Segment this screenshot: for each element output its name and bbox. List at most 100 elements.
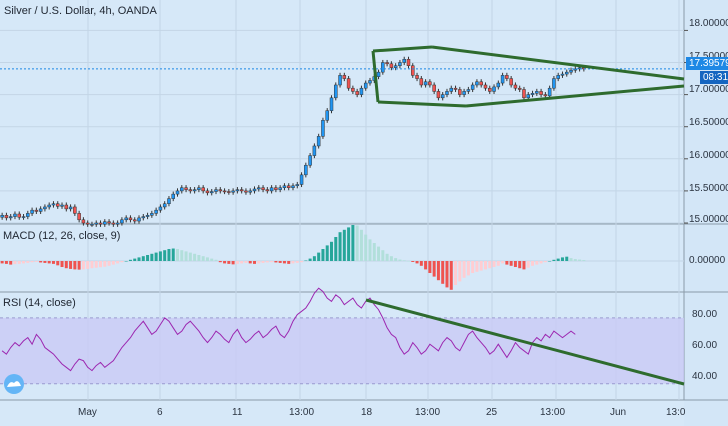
macd-bar [398, 259, 402, 261]
candle-body [43, 206, 47, 210]
macd-bar [184, 251, 188, 261]
macd-bar [248, 261, 252, 264]
candle-body [458, 89, 462, 95]
price-tick: 15.50000 [689, 183, 728, 194]
candle-body [560, 73, 565, 76]
candle-body [111, 222, 116, 225]
macd-bar [201, 256, 205, 261]
candle-body [406, 59, 411, 66]
candle-body [466, 89, 471, 92]
rsi-trendline [365, 298, 685, 386]
macd-bar [560, 257, 564, 261]
macd-bar [338, 232, 342, 261]
candle-body [355, 91, 359, 95]
macd-bar [556, 258, 560, 261]
candle-body [38, 208, 43, 212]
macd-bar [99, 261, 103, 268]
macd-bar [30, 261, 34, 263]
macd-bar [188, 252, 192, 261]
macd-bar [436, 261, 440, 281]
candle-body [21, 216, 26, 218]
macd-bar [304, 260, 308, 262]
candle-body [286, 185, 291, 188]
macd-bar [317, 252, 321, 261]
candle-body [415, 75, 419, 79]
candle-body [385, 62, 389, 65]
macd-bar [496, 261, 500, 266]
candle-body [124, 217, 128, 221]
candle-body [432, 84, 436, 92]
macd-bar [214, 259, 218, 261]
price-tick: 16.50000 [689, 117, 728, 128]
candle-body [81, 219, 86, 224]
candle-body [13, 213, 17, 217]
macd-bar [274, 261, 278, 263]
candle-body [552, 78, 556, 89]
candle-body [295, 184, 300, 187]
macd-bar [531, 261, 535, 266]
chart-title: Silver / U.S. Dollar, 4h, OANDA [4, 5, 157, 17]
macd-bar [223, 261, 227, 264]
macd-label: MACD (12, 26, close, 9) [3, 230, 121, 242]
candle-body [526, 94, 531, 99]
macd-bar [60, 261, 64, 267]
candle-body [235, 189, 240, 192]
candle-body [500, 75, 505, 84]
macd-bar [372, 243, 376, 261]
macd-bar [458, 261, 462, 282]
price-tick: 17.00000 [689, 84, 728, 95]
macd-bar [158, 251, 162, 261]
macd-bar [34, 261, 38, 262]
macd-bar [522, 261, 526, 270]
macd-bar [197, 255, 201, 261]
candle-body [556, 75, 560, 79]
candle-body [269, 187, 274, 192]
macd-bar [56, 261, 60, 266]
macd-bar [415, 261, 419, 264]
macd-bar [475, 261, 479, 272]
macd-bar [483, 261, 487, 270]
macd-bar [64, 261, 68, 269]
candle-body [158, 206, 163, 211]
macd-bar [513, 261, 517, 267]
macd-bar [411, 261, 415, 262]
candle-body [462, 91, 466, 95]
last-price-tag: 17.39579 [686, 57, 728, 70]
macd-bar [359, 229, 363, 261]
macd-bar [287, 261, 291, 264]
macd-bar [265, 261, 269, 263]
candle-body [145, 215, 150, 217]
macd-bar [282, 261, 286, 264]
macd-bar [377, 246, 381, 261]
time-tick: 25 [486, 407, 498, 418]
candle-body [55, 203, 60, 207]
candle-body [483, 84, 488, 89]
macd-bar [69, 261, 73, 269]
time-tick: 13:00 [289, 407, 315, 418]
macd-bar [218, 261, 222, 263]
macd-bar [128, 259, 132, 261]
candle-body [214, 189, 218, 192]
macd-bar [454, 261, 458, 285]
candle-body [4, 215, 9, 219]
time-tick: 13:00 [415, 407, 441, 418]
rsi-line [1, 287, 576, 372]
candle-body [162, 203, 167, 208]
candle-body [94, 222, 98, 225]
candle-body [68, 206, 73, 210]
macd-bar [81, 261, 85, 270]
macd-bar [22, 261, 26, 264]
bar-countdown-tag: 08:31 [700, 71, 728, 84]
candle-body [192, 189, 197, 192]
price-tick: 15.00000 [689, 214, 728, 225]
macd-bar [43, 261, 47, 263]
candle-body [30, 209, 34, 214]
candle-body [17, 213, 21, 218]
macd-bar [381, 250, 385, 261]
candle-body [321, 120, 325, 137]
macd-bar [47, 261, 51, 264]
trendline-left [371, 50, 380, 103]
candle-body [543, 94, 548, 97]
